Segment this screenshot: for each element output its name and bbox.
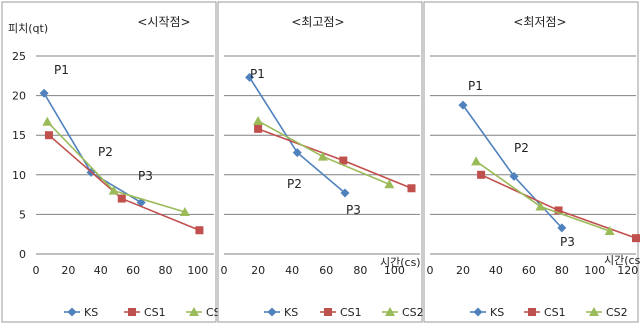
x-axis-label: 시간(cs) [380,256,421,269]
data-point [179,207,190,217]
series-ks [458,100,567,233]
x-tick-label: 60 [522,264,536,277]
x-tick-label: 0 [33,264,40,277]
data-point [509,171,519,181]
x-tick-label: 40 [489,264,503,277]
data-point [195,226,204,235]
chart-panel-2: 0 20 40 60 80 100 <최고점> 시간(cs) P1 P2 P3 KS CS1 CS2 [217,1,424,323]
legend-label: KS [84,306,98,319]
point-annotation: P3 [346,203,361,217]
data-point [317,151,328,161]
legend-marker [589,307,599,316]
x-axis-label: 시간(cs) [604,254,640,267]
data-point [535,201,546,211]
x-tick-label: 20 [456,264,470,277]
data-point [44,131,53,140]
panel-border [423,1,639,323]
x-tick-label: 60 [319,264,333,277]
y-tick-label: 25 [12,50,26,63]
legend-label: CS2 [402,306,424,319]
legend-marker [385,307,395,316]
data-point [632,234,640,243]
y-tick-label: 10 [12,169,26,182]
y-tick-label: 20 [12,90,26,103]
legend-marker [189,307,199,316]
data-point [245,72,255,82]
x-tick-label: 0 [221,264,228,277]
chart-title: <최저점> [513,15,566,29]
legend-label: KS [490,306,504,319]
data-point [39,88,49,98]
series-cs1 [44,131,204,235]
x-tick-label: 20 [61,264,75,277]
data-point [253,115,264,125]
y-tick-label: 15 [12,129,26,142]
data-point [384,179,395,189]
point-annotation: P3 [138,169,153,183]
legend-label: CS2 [606,306,628,319]
panel-border [1,1,217,323]
data-point [477,170,486,179]
x-tick-label: 40 [94,264,108,277]
y-axis-label: 피치(qt) [8,22,48,35]
legend-label: KS [284,306,298,319]
legend-marker [324,308,332,316]
data-point [458,100,468,110]
data-point [292,148,302,158]
x-tick-label: 100 [187,264,208,277]
legend-marker [67,307,77,317]
chart-panel-3: 0 20 40 60 80 100 120 <최저점> 시간(cs) P1 P2 P3 KS CS1 CS2 [423,1,640,323]
series-cs1 [254,124,416,193]
data-point [557,223,567,233]
data-point [340,188,350,198]
point-annotation: P3 [560,235,575,249]
panel-border [217,1,423,323]
data-point [254,124,263,133]
legend-marker [267,307,277,317]
legend-marker [128,308,136,316]
point-annotation: P1 [54,63,69,77]
data-point [471,156,482,166]
x-tick-label: 100 [384,264,405,277]
series-cs2 [253,115,395,189]
x-tick-label: 80 [555,264,569,277]
data-point [604,226,615,236]
chart-title: <최고점> [291,15,344,29]
y-tick-label: 5 [19,208,26,221]
legend-label: CS1 [144,306,166,319]
x-tick-label: 80 [353,264,367,277]
legend-label: CS1 [340,306,362,319]
legend-marker [473,307,483,317]
x-tick-label: 20 [251,264,265,277]
x-tick-label: 40 [285,264,299,277]
x-tick-label: 100 [584,264,605,277]
chart-panel-1: 0 5 10 15 20 25 0 20 40 60 80 100 <시작점> 피치(qt) P1 P2 P3 K… [1,1,228,323]
y-tick-label: 0 [19,248,26,261]
legend-label: CS1 [544,306,566,319]
data-point [339,156,348,165]
data-point [554,206,563,215]
legend-marker [528,308,536,316]
data-point [42,116,53,126]
x-tick-label: 0 [427,264,434,277]
chart-title: <시작점> [137,15,190,29]
point-annotation: P2 [98,145,113,159]
point-annotation: P1 [250,67,265,81]
point-annotation: P2 [287,177,302,191]
series-ks [245,72,350,198]
legend: KS CS1 CS2 [470,306,628,319]
point-annotation: P1 [468,79,483,93]
point-annotation: P2 [514,141,529,155]
x-tick-label: 60 [126,264,140,277]
x-tick-label: 80 [158,264,172,277]
data-point [117,194,126,203]
data-point [407,184,416,193]
x-tick-label: 120 [617,264,638,277]
legend: KS CS1 CS2 [264,306,424,319]
series-cs2 [471,156,615,236]
series-cs2 [42,116,190,217]
data-point [108,185,119,195]
